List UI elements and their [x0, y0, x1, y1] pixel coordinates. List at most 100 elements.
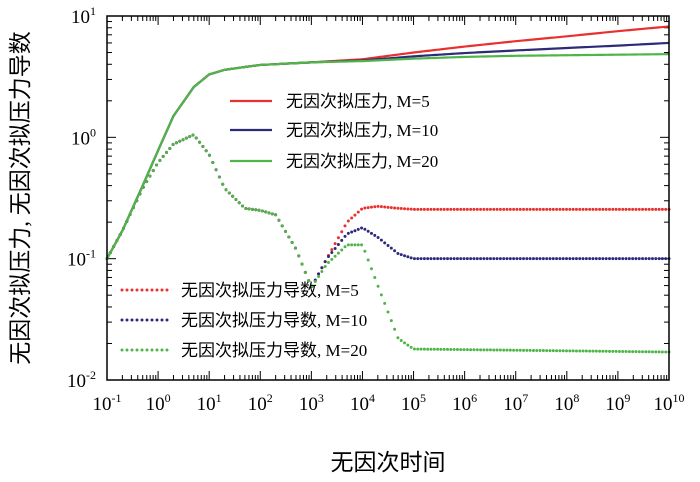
legend-item: 无因次拟压力导数, M=20 [120, 341, 367, 360]
series-point [350, 243, 354, 247]
series-point [155, 163, 159, 167]
series-point [386, 205, 390, 209]
series-point [280, 224, 284, 228]
series-point [346, 243, 350, 247]
series-point [664, 350, 668, 354]
series-point [455, 257, 459, 261]
series-point [601, 349, 605, 353]
series-point [330, 251, 334, 255]
legend-swatch-dot [155, 318, 159, 322]
series-point [247, 207, 251, 211]
legend-swatch-dot [135, 348, 139, 352]
series-point [462, 257, 466, 261]
series-point [621, 257, 625, 261]
series-point [531, 257, 535, 261]
series-point [436, 347, 440, 351]
legend-swatch-dot [130, 318, 134, 322]
series-point [647, 257, 651, 261]
series-point [660, 350, 664, 354]
legend-item: 无因次拟压力, M=20 [230, 152, 438, 171]
series-point [436, 207, 440, 211]
series-point [171, 142, 175, 146]
x-tick-label: 1010 [654, 391, 685, 415]
series-point [211, 161, 215, 165]
x-tick-label: 105 [401, 391, 426, 415]
series-point [565, 349, 569, 353]
series-point [360, 226, 364, 230]
series-point [340, 248, 344, 252]
series-point [479, 257, 483, 261]
series-point [571, 349, 575, 353]
series-point [403, 254, 407, 258]
x-tick-label: 109 [605, 391, 630, 415]
series-point [250, 207, 254, 211]
series-point [254, 208, 258, 212]
legend-swatch-dot [135, 318, 139, 322]
series-point [191, 133, 195, 137]
series-point [343, 224, 347, 228]
series-point [465, 207, 469, 211]
series-point [508, 348, 512, 352]
series-point [373, 233, 377, 237]
series-point [498, 257, 502, 261]
series-point [515, 257, 519, 261]
series-point [469, 257, 473, 261]
series-point [403, 207, 407, 211]
series-point [343, 245, 347, 249]
series-point [459, 348, 463, 352]
series-point [366, 258, 370, 262]
series-point [634, 257, 638, 261]
legend-swatch-dot [125, 318, 129, 322]
series-point [442, 207, 446, 211]
series-point [495, 348, 499, 352]
series-point [498, 348, 502, 352]
series-point [475, 207, 479, 211]
series-point [439, 347, 443, 351]
series-point [660, 207, 664, 211]
series-point [333, 242, 337, 246]
series-point [465, 257, 469, 261]
series-point [356, 243, 360, 247]
series-point [363, 227, 367, 231]
x-tick-label: 104 [350, 391, 375, 415]
series-point [422, 207, 426, 211]
series-point [376, 284, 380, 288]
series-point [631, 207, 635, 211]
series-line-1 [106, 41, 670, 260]
series-point [525, 257, 529, 261]
series-point [426, 207, 430, 211]
series-point [664, 207, 668, 211]
series-line-0 [106, 25, 670, 260]
series-point [201, 144, 205, 148]
series-point [518, 348, 522, 352]
series-point [369, 231, 373, 235]
series-point [366, 206, 370, 210]
series-point [584, 349, 588, 353]
series-point [369, 267, 373, 271]
legend-swatch-dot [120, 318, 124, 322]
legend-label: 无因次拟压力, M=5 [286, 92, 430, 111]
series-point [194, 136, 198, 140]
series-point [561, 207, 565, 211]
series-point [409, 345, 413, 349]
legend-item: 无因次拟压力导数, M=5 [120, 281, 359, 300]
series-point [343, 234, 347, 238]
series-line [106, 41, 670, 260]
series-point [290, 241, 294, 245]
series-point [317, 272, 321, 276]
series-point [555, 349, 559, 353]
legend: 无因次拟压力, M=5 无因次拟压力, M=10 无因次拟压力, M=20 无因次拟压… [120, 92, 438, 360]
series-point [561, 257, 565, 261]
series-point [594, 349, 598, 353]
series-point [601, 207, 605, 211]
series-point [568, 349, 572, 353]
series-point [353, 213, 357, 217]
series-point [360, 243, 364, 247]
series-point [336, 242, 340, 246]
series-point [604, 349, 608, 353]
series-point [607, 257, 611, 261]
series-point [439, 257, 443, 261]
series-point [574, 207, 578, 211]
series-point [436, 257, 440, 261]
series-point [446, 207, 450, 211]
